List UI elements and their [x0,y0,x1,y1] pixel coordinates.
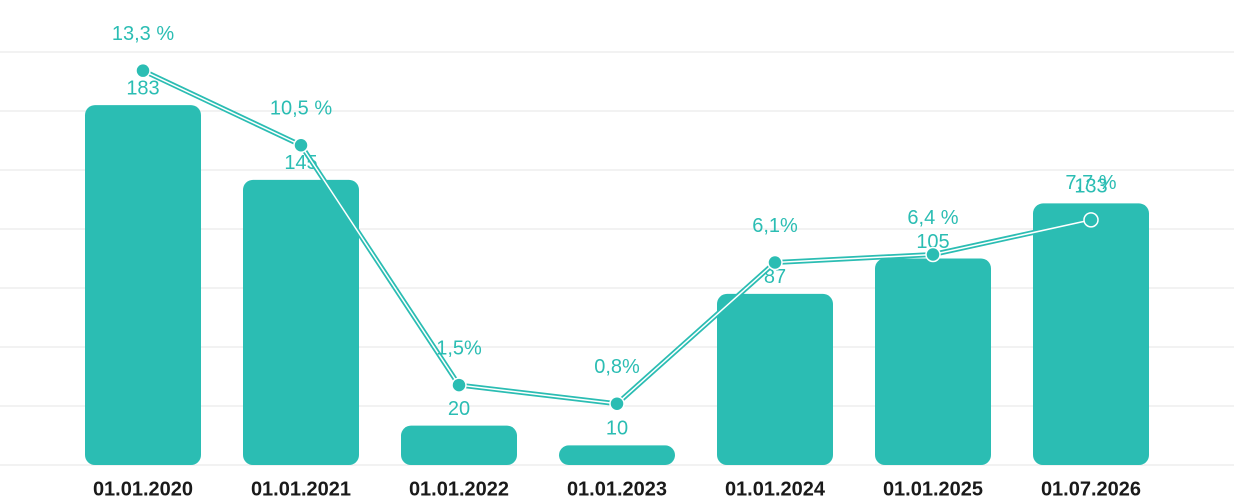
bar-label: 133 [1074,176,1107,198]
line-point [925,246,941,263]
x-tick-label: 01.01.2021 [251,478,351,500]
bar-label: 10 [606,418,628,440]
line-point [767,254,783,271]
bar [717,293,833,465]
x-tick-label: 01.01.2023 [567,478,667,500]
bar [401,425,517,465]
line-point [135,62,151,79]
bar [85,105,201,465]
bar-label: 87 [764,266,786,288]
x-tick-label: 01.01.2025 [883,478,983,500]
line-label: 0,8% [594,356,640,378]
bar [875,258,991,465]
line-point [609,395,625,412]
line-label: 6,1% [752,215,798,237]
bar [1033,203,1149,465]
line-label: 6,4 % [907,207,958,229]
bar-label: 20 [448,398,470,420]
line-label: 1,5% [436,337,482,359]
line-point [451,377,467,393]
bar-label: 105 [916,231,949,253]
x-tick-label: 01.07.2026 [1041,478,1141,500]
x-tick-label: 01.01.2024 [725,478,826,500]
line-label: 7,7 % [1065,172,1116,194]
line-label: 10,5 % [270,98,332,120]
line-point [1083,212,1099,228]
bar [243,179,359,466]
x-tick-label: 01.01.2022 [409,478,509,500]
line-label: 13,3 % [112,23,174,45]
bar-label: 183 [126,77,159,99]
line-point [293,137,309,154]
bar [559,445,675,465]
x-tick-label: 01.01.2020 [93,478,193,500]
